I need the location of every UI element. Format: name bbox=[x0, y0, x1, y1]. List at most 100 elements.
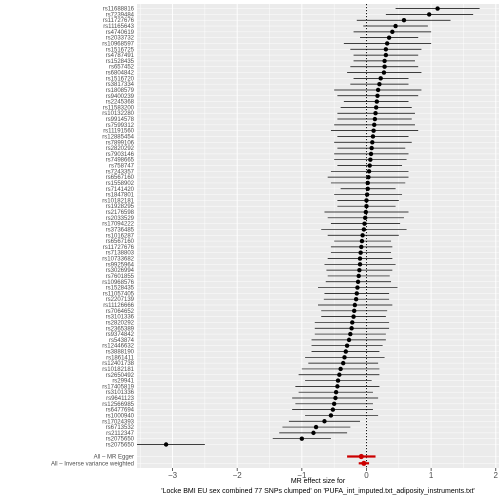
snp-label: rs6804842 bbox=[106, 71, 135, 77]
snp-label: rs9641123 bbox=[106, 396, 135, 402]
snp-label: rs10182181 bbox=[102, 198, 134, 204]
snp-label: rs11191560 bbox=[103, 129, 134, 135]
snp-label: rs7903146 bbox=[106, 152, 135, 158]
snp-label: rs10968597 bbox=[102, 41, 134, 47]
x-tick-label: −2 bbox=[233, 471, 243, 480]
snp-point bbox=[383, 52, 389, 58]
snp-point bbox=[333, 395, 338, 401]
snp-label: rs17024393 bbox=[102, 419, 134, 425]
snp-label: rs11688816 bbox=[103, 7, 135, 13]
snp-label: rs7064652 bbox=[106, 309, 135, 315]
snp-point bbox=[390, 29, 395, 35]
snp-point bbox=[368, 151, 374, 157]
snp-label: rs1808579 bbox=[106, 88, 135, 94]
snp-point bbox=[344, 343, 350, 348]
snp-label: rs12446632 bbox=[102, 344, 134, 350]
snp-label: rs1528435 bbox=[106, 59, 135, 65]
snp-label: rs1528435 bbox=[106, 286, 135, 292]
summary-point bbox=[361, 460, 367, 466]
snp-point bbox=[342, 355, 347, 360]
snp-point bbox=[374, 99, 380, 104]
snp-point bbox=[381, 70, 387, 75]
snp-point bbox=[352, 302, 358, 308]
snp-label: rs3817334 bbox=[106, 82, 135, 88]
snp-point bbox=[359, 244, 364, 250]
snp-point bbox=[382, 64, 387, 69]
snp-point bbox=[378, 76, 383, 81]
snp-label: rs1016287 bbox=[106, 233, 135, 239]
snp-point bbox=[386, 35, 392, 40]
snp-label: rs2245368 bbox=[106, 100, 135, 106]
snp-label: rs12401738 bbox=[102, 361, 134, 367]
snp-label: rs3026994 bbox=[106, 268, 135, 274]
snp-label: rs9400239 bbox=[106, 94, 135, 100]
snp-label: rs2075650 bbox=[106, 437, 135, 443]
snp-point bbox=[335, 384, 340, 389]
snp-point bbox=[355, 279, 361, 284]
snp-label: rs10182181 bbox=[102, 367, 134, 373]
snp-point bbox=[328, 413, 334, 418]
snp-point bbox=[363, 209, 369, 215]
snp-label: rs2207139 bbox=[106, 297, 135, 303]
summary-label: All – MR Egger bbox=[94, 455, 134, 461]
snp-point bbox=[333, 389, 339, 395]
snp-label: rs11126666 bbox=[103, 303, 134, 309]
snp-label: rs9374842 bbox=[106, 332, 135, 338]
snp-point bbox=[350, 320, 355, 325]
snp-point bbox=[331, 401, 337, 407]
snp-point bbox=[401, 18, 407, 23]
snp-label: rs7599312 bbox=[106, 123, 135, 129]
snp-point bbox=[322, 419, 327, 424]
snp-label: rs1558902 bbox=[106, 181, 135, 187]
snp-label: rs7601855 bbox=[106, 274, 135, 280]
snp-point bbox=[335, 378, 341, 383]
x-axis: −3 −2 −1 0 1 2 bbox=[168, 468, 499, 480]
snp-point bbox=[362, 221, 367, 226]
snp-point bbox=[370, 140, 375, 145]
x-axis-title-line-2: 'Locke BMI EU sex combined 77 SNPs clump… bbox=[161, 488, 475, 495]
snp-point bbox=[337, 372, 342, 377]
snp-label: rs9925964 bbox=[106, 262, 135, 268]
snp-label: rs3888190 bbox=[106, 350, 135, 356]
snp-label: rs10132280 bbox=[102, 111, 134, 117]
snp-label: rs7138803 bbox=[106, 251, 135, 257]
snp-label: rs7243357 bbox=[106, 169, 135, 175]
snp-point bbox=[365, 180, 370, 186]
snp-label: rs657452 bbox=[109, 65, 135, 71]
snp-label: rs2075650 bbox=[106, 443, 135, 449]
x-axis-title-line-1: MR effect size for bbox=[291, 478, 346, 485]
summary-point bbox=[358, 453, 364, 460]
snp-label: rs12566985 bbox=[102, 402, 134, 408]
snp-point bbox=[367, 163, 372, 168]
snp-label: rs7239484 bbox=[106, 12, 135, 18]
snp-point bbox=[341, 360, 346, 366]
snp-label: rs1000940 bbox=[106, 413, 135, 419]
snp-point bbox=[384, 41, 390, 46]
snp-label: rs1847801 bbox=[106, 193, 135, 199]
snp-point bbox=[371, 128, 376, 133]
snp-point bbox=[372, 116, 378, 122]
snp-point bbox=[358, 250, 363, 255]
snp-label: rs11583200 bbox=[103, 105, 135, 111]
snp-label: rs11727676 bbox=[103, 245, 135, 251]
snp-label: rs3101336 bbox=[106, 390, 135, 396]
snp-label: rs7899106 bbox=[106, 140, 135, 146]
x-tick-label: 2 bbox=[494, 471, 499, 480]
snp-point bbox=[383, 47, 389, 52]
x-tick-label: −1 bbox=[297, 471, 307, 480]
snp-label: rs2176598 bbox=[106, 210, 135, 216]
snp-label: rs11165643 bbox=[103, 24, 134, 30]
snp-label: rs7498665 bbox=[106, 158, 135, 164]
snp-point bbox=[373, 105, 379, 110]
snp-point bbox=[369, 145, 374, 151]
snp-point bbox=[361, 227, 367, 232]
snp-label: rs2365389 bbox=[106, 326, 135, 332]
snp-point bbox=[356, 273, 361, 279]
snp-point bbox=[370, 134, 376, 139]
snp-label: rs2820292 bbox=[106, 320, 135, 326]
snp-point bbox=[299, 436, 305, 441]
snp-point bbox=[346, 337, 352, 343]
snp-point bbox=[366, 174, 371, 180]
x-tick-label: 0 bbox=[364, 471, 369, 480]
